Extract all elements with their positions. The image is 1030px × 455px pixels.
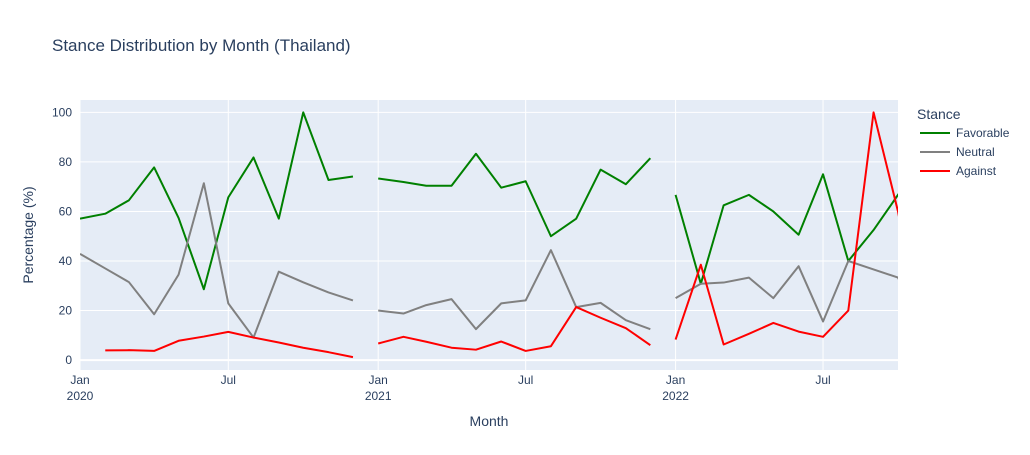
y-axis-ticks: 0 20 40 60 80 100 bbox=[52, 105, 72, 367]
x-tick-label: Jul bbox=[815, 373, 830, 387]
x-tick-label: Jan bbox=[369, 373, 388, 387]
y-tick-label: 80 bbox=[59, 155, 73, 169]
legend-label: Neutral bbox=[956, 145, 995, 159]
plot-background bbox=[80, 100, 898, 370]
series-line-against[interactable] bbox=[377, 306, 651, 352]
y-tick-label: 100 bbox=[52, 105, 72, 119]
y-tick-label: 40 bbox=[59, 254, 73, 268]
series-line-against[interactable] bbox=[105, 330, 354, 359]
legend-items[interactable]: Favorable Neutral Against bbox=[920, 126, 1010, 178]
series-layer bbox=[80, 111, 948, 359]
legend-item-neutral[interactable]: Neutral bbox=[920, 145, 995, 159]
x-tick-year-label: 2022 bbox=[662, 389, 689, 403]
series-neutral[interactable] bbox=[80, 182, 948, 339]
y-tick-label: 0 bbox=[65, 353, 72, 367]
chart-title: Stance Distribution by Month (Thailand) bbox=[52, 36, 351, 55]
series-line-neutral[interactable] bbox=[378, 249, 651, 331]
series-line-against[interactable] bbox=[674, 111, 948, 346]
y-tick-label: 60 bbox=[59, 204, 73, 218]
x-tick-year-label: 2021 bbox=[365, 389, 392, 403]
legend-label: Favorable bbox=[956, 126, 1010, 140]
x-tick-label: Jul bbox=[221, 373, 236, 387]
legend-label: Against bbox=[956, 164, 997, 178]
x-tick-year-label: 2020 bbox=[67, 389, 94, 403]
series-line-favorable[interactable] bbox=[378, 152, 652, 238]
x-tick-label: Jan bbox=[666, 373, 685, 387]
legend[interactable]: Stance Favorable Neutral Against bbox=[917, 106, 1010, 178]
y-axis-title: Percentage (%) bbox=[20, 186, 36, 283]
series-line-neutral[interactable] bbox=[80, 182, 354, 339]
series-line-favorable[interactable] bbox=[674, 157, 948, 285]
x-axis-title: Month bbox=[470, 413, 509, 429]
legend-title: Stance bbox=[917, 106, 961, 122]
x-tick-label: Jul bbox=[518, 373, 533, 387]
series-line-neutral[interactable] bbox=[675, 260, 948, 330]
legend-item-favorable[interactable]: Favorable bbox=[920, 126, 1010, 140]
x-tick-label: Jan bbox=[70, 373, 89, 387]
series-against[interactable] bbox=[105, 111, 948, 359]
legend-item-against[interactable]: Against bbox=[920, 164, 997, 178]
grid-layer bbox=[79, 100, 898, 370]
x-axis-ticks: Jan 2020 Jul Jan 2021 Jul Jan 2022 Jul bbox=[67, 373, 831, 403]
y-tick-label: 20 bbox=[59, 304, 73, 318]
